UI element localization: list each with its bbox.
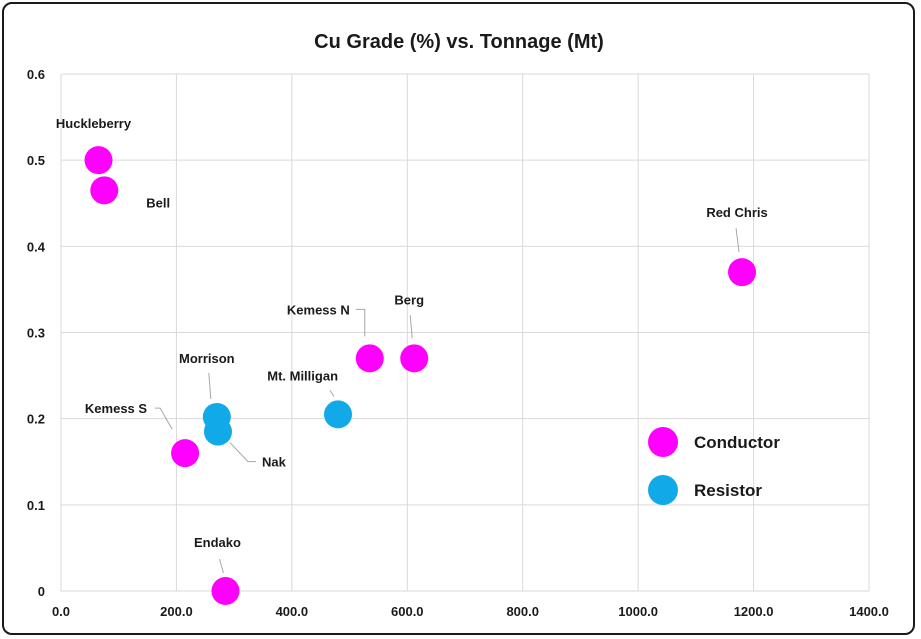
data-label: Endako — [194, 535, 241, 550]
y-tick-label: 0.1 — [27, 498, 45, 513]
x-tick-label: 400.0 — [276, 604, 309, 619]
y-tick-label: 0.6 — [27, 67, 45, 82]
x-tick-label: 200.0 — [160, 604, 193, 619]
leader-line — [735, 228, 740, 253]
data-label: Berg — [394, 292, 424, 307]
data-point — [84, 146, 113, 175]
data-label: Bell — [146, 195, 170, 210]
data-point — [203, 417, 232, 446]
data-point — [211, 577, 240, 605]
leader-line — [155, 407, 173, 430]
data-point — [90, 176, 119, 205]
x-tick-label: 1400.0 — [849, 604, 889, 619]
legend-marker — [648, 475, 678, 505]
y-tick-label: 0.4 — [27, 239, 46, 254]
data-point — [400, 344, 429, 373]
leader-line — [208, 372, 212, 399]
data-label: Kemess S — [85, 401, 147, 416]
data-label: Red Chris — [706, 205, 767, 220]
x-tick-label: 1200.0 — [734, 604, 774, 619]
leader-line — [229, 442, 256, 463]
legend-label: Conductor — [694, 433, 780, 452]
x-tick-label: 0.0 — [52, 604, 70, 619]
x-tick-label: 1000.0 — [618, 604, 658, 619]
data-label: Huckleberry — [56, 116, 132, 131]
x-tick-label: 800.0 — [506, 604, 539, 619]
x-tick-label: 600.0 — [391, 604, 424, 619]
data-point — [355, 344, 384, 373]
chart-title: Cu Grade (%) vs. Tonnage (Mt) — [314, 31, 604, 53]
y-tick-label: 0.3 — [27, 326, 45, 341]
legend-marker — [648, 427, 678, 457]
data-point — [324, 400, 353, 429]
data-point — [171, 439, 200, 468]
data-label: Kemess N — [287, 302, 350, 317]
data-label: Morrison — [179, 351, 235, 366]
y-tick-label: 0.2 — [27, 412, 45, 427]
y-tick-label: 0 — [38, 584, 45, 599]
scatter-chart: Cu Grade (%) vs. Tonnage (Mt) 0.0 200.0 400… — [27, 31, 889, 619]
leader-line — [355, 308, 366, 337]
y-tick-label: 0.5 — [27, 153, 45, 168]
leader-line — [409, 315, 413, 339]
data-point — [728, 258, 757, 287]
data-label: Nak — [262, 455, 287, 470]
legend-label: Resistor — [694, 481, 762, 500]
leader-line — [329, 390, 335, 397]
leader-line — [219, 558, 224, 574]
data-label: Mt. Milligan — [267, 368, 338, 383]
